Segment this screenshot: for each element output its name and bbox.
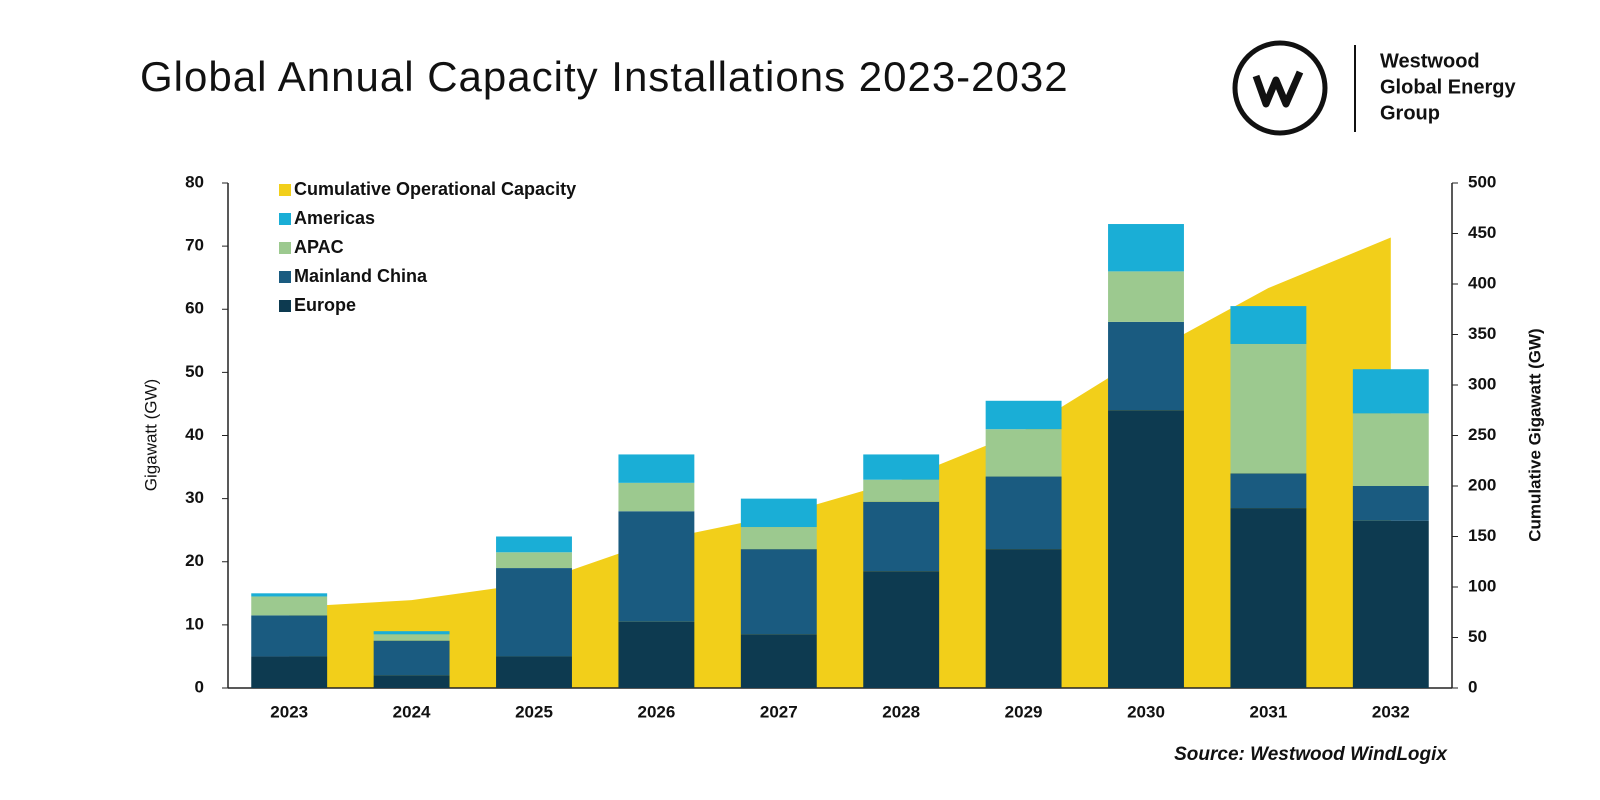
legend-label: Europe: [294, 295, 356, 315]
logo-circle: [1232, 40, 1328, 136]
legend-swatch: [279, 300, 291, 312]
y2-tick-label: 50: [1468, 627, 1487, 646]
bar: [1230, 343, 1307, 474]
bar: [251, 596, 328, 616]
bar: [618, 621, 695, 688]
x-tick-label: 2028: [882, 702, 920, 721]
bar: [1352, 413, 1429, 486]
x-tick-label: 2032: [1372, 702, 1410, 721]
bar: [740, 498, 817, 528]
bar: [251, 615, 328, 657]
area: [289, 237, 1391, 689]
bar: [618, 454, 695, 483]
y2-axis-label: Cumulative Gigawatt (GW): [1525, 328, 1544, 541]
bar: [1352, 369, 1429, 414]
bar: [1230, 306, 1307, 344]
bar: [618, 482, 695, 512]
chart-title: Global Annual Capacity Installations 202…: [140, 53, 1069, 100]
brand-text: Westwood: [1380, 50, 1480, 72]
bar: [1108, 410, 1184, 688]
bar: [1108, 224, 1184, 272]
legend-label: Mainland China: [294, 266, 428, 286]
brand-text: Global Energy: [1380, 76, 1516, 98]
bar: [1352, 486, 1429, 521]
legend-label: APAC: [294, 237, 344, 257]
y-tick-label: 0: [195, 677, 204, 696]
y2-tick-label: 0: [1468, 677, 1477, 696]
bar: [985, 400, 1062, 430]
legend-swatch: [279, 213, 291, 225]
x-tick-label: 2026: [637, 702, 675, 721]
bar: [373, 675, 450, 688]
bar: [373, 634, 450, 641]
bar: [251, 593, 328, 597]
y-tick-label: 70: [185, 236, 204, 255]
bar: [618, 511, 695, 622]
bar: [496, 656, 572, 688]
bar: [1230, 473, 1307, 509]
x-tick-label: 2029: [1005, 702, 1043, 721]
y-tick-label: 30: [185, 488, 204, 507]
bar: [496, 568, 572, 657]
x-tick-label: 2030: [1127, 702, 1165, 721]
y2-tick-label: 400: [1468, 273, 1496, 292]
y2-tick-label: 100: [1468, 576, 1496, 595]
bar: [1108, 271, 1184, 322]
bar: [863, 501, 940, 572]
bar: [863, 479, 940, 502]
y-tick-label: 50: [185, 362, 204, 381]
bar: [496, 536, 572, 553]
bar: [863, 571, 940, 688]
bar: [985, 549, 1062, 688]
x-tick-label: 2031: [1249, 702, 1287, 721]
y-tick-label: 10: [185, 614, 204, 633]
bar: [373, 640, 450, 676]
y2-tick-label: 350: [1468, 324, 1496, 343]
legend-swatch: [279, 184, 291, 196]
x-tick-label: 2027: [760, 702, 798, 721]
legend-swatch: [279, 242, 291, 254]
y-axis-label: Gigawatt (GW): [141, 379, 160, 491]
bar: [863, 454, 940, 480]
bar: [740, 527, 817, 550]
source: Source: Westwood WindLogix: [1174, 744, 1448, 765]
y-tick-label: 40: [185, 425, 204, 444]
y-tick-label: 60: [185, 299, 204, 318]
x-tick-label: 2024: [393, 702, 431, 721]
y2-tick-label: 450: [1468, 223, 1496, 242]
y2-tick-label: 300: [1468, 374, 1496, 393]
bar: [496, 552, 572, 569]
bar: [985, 476, 1062, 550]
bar: [985, 429, 1062, 477]
legend-label: Cumulative Operational Capacity: [294, 179, 576, 199]
bar: [251, 656, 328, 688]
y-tick-label: 20: [185, 551, 204, 570]
legend-swatch: [279, 271, 291, 283]
x-tick-label: 2025: [515, 702, 553, 721]
y2-tick-label: 250: [1468, 425, 1496, 444]
bar: [1230, 508, 1307, 688]
bar: [1108, 321, 1184, 411]
bar: [373, 631, 450, 635]
y2-tick-label: 500: [1468, 172, 1496, 191]
logo-w: [1252, 70, 1304, 108]
x-tick-label: 2023: [270, 702, 308, 721]
bar: [1352, 520, 1429, 688]
y2-tick-label: 150: [1468, 526, 1496, 545]
legend-label: Americas: [294, 208, 375, 228]
y-tick-label: 80: [185, 172, 204, 191]
logo: Westwood Global Energy Group: [1232, 40, 1516, 136]
y2-tick-label: 200: [1468, 475, 1496, 494]
bar: [740, 549, 817, 635]
bar: [740, 634, 817, 688]
brand-text: Group: [1380, 102, 1440, 124]
